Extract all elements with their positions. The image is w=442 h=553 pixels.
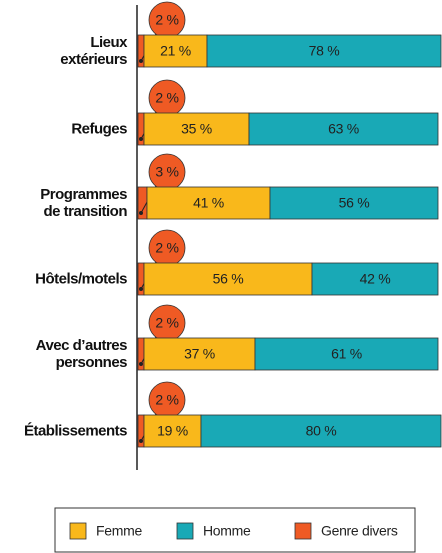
legend-swatch: [69, 522, 87, 540]
legend-swatch: [294, 522, 312, 540]
value-label: 35 %: [181, 121, 212, 137]
bar-segment: [143, 34, 208, 68]
bar-segment: [254, 337, 439, 371]
bar-segment: [143, 262, 313, 296]
category-label: Hôtels/motels: [35, 270, 127, 288]
value-label: 56 %: [339, 195, 370, 211]
value-label: 41 %: [193, 195, 224, 211]
callout-dot: [139, 137, 143, 141]
value-label: 56 %: [213, 271, 244, 287]
value-label: 3 %: [155, 164, 178, 180]
callout-dot: [139, 439, 143, 443]
value-label: 37 %: [184, 346, 215, 362]
legend-label: Femme: [96, 523, 142, 539]
legend-label: Genre divers: [321, 523, 398, 539]
callout-dot: [139, 211, 143, 215]
value-label: 2 %: [155, 240, 178, 256]
value-label: 2 %: [155, 90, 178, 106]
category-label: Lieux extérieurs: [60, 34, 127, 68]
category-label: Avec d’autres personnes: [35, 337, 128, 371]
legend-label: Homme: [203, 523, 251, 539]
callout-dot: [139, 362, 143, 366]
bar-segment: [143, 337, 256, 371]
bar-segment: [200, 414, 442, 448]
category-label: Refuges: [71, 120, 127, 138]
value-label: 19 %: [157, 423, 188, 439]
value-label: 80 %: [306, 423, 337, 439]
value-label: 42 %: [360, 271, 391, 287]
bar-segment: [269, 186, 439, 220]
value-label: 2 %: [155, 12, 178, 28]
callout-dot: [139, 287, 143, 291]
value-label: 63 %: [328, 121, 359, 137]
bar-segment: [311, 262, 439, 296]
bar-segment: [143, 414, 202, 448]
category-label: Établissements: [23, 422, 128, 440]
value-label: 78 %: [309, 43, 340, 59]
legend-swatch: [176, 522, 194, 540]
value-label: 61 %: [331, 346, 362, 362]
value-label: 2 %: [155, 392, 178, 408]
legend-box: [54, 507, 416, 553]
bar-segment: [146, 186, 271, 220]
value-label: 2 %: [155, 315, 178, 331]
callout-dot: [139, 59, 143, 63]
bar-segment: [248, 112, 439, 146]
bar-segment: [206, 34, 442, 68]
value-label: 21 %: [160, 43, 191, 59]
category-label: Programmes de transition: [40, 186, 127, 220]
